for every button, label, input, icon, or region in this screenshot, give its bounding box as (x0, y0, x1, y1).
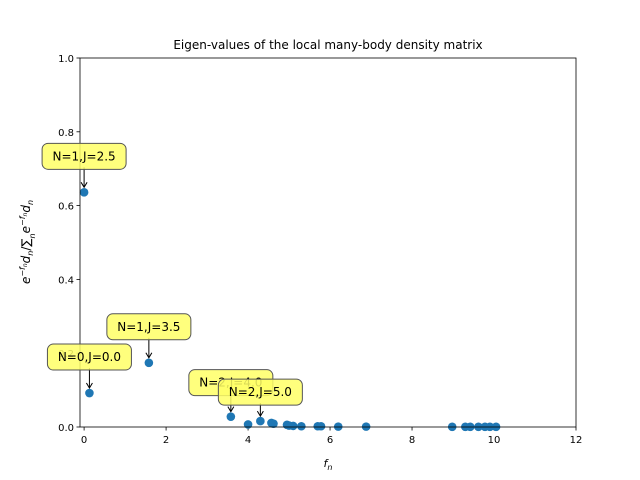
y-tick-label: 0.4 (58, 275, 74, 286)
annotation-box (46, 343, 132, 371)
x-tick-label: 10 (488, 435, 501, 446)
data-point (243, 420, 253, 429)
data-point (79, 188, 89, 197)
annotation: N=0,J=0.0 (46, 343, 132, 390)
x-tick-label: 0 (81, 435, 87, 446)
x-label-subscript: n (327, 463, 332, 472)
annotation-label: N=2,J=5.0 (229, 385, 292, 399)
annotation: N=1,J=2.5 (41, 142, 127, 189)
x-tick-label: 4 (245, 435, 251, 446)
x-axis-ticks: 0 2 4 6 8 10 12 (81, 427, 582, 446)
x-tick-label: 2 (163, 435, 169, 446)
plot-area-frame (79, 57, 577, 428)
data-point (288, 421, 298, 431)
data-point (85, 388, 94, 398)
y-tick-label: 1.0 (58, 54, 74, 65)
data-point (226, 412, 236, 421)
chart-title: Eigen-values of the local many-body dens… (173, 38, 482, 52)
data-point (316, 421, 326, 431)
y-tick-label: 0.0 (58, 423, 74, 434)
x-tick-label: 8 (409, 435, 415, 446)
annotation-box (217, 378, 303, 406)
annotation-arrow-head (227, 406, 235, 413)
annotation-arrow-head (145, 352, 153, 359)
annotation-arrow-head (256, 410, 264, 418)
data-point (144, 358, 154, 368)
annotation-label: N=1,J=3.5 (117, 320, 180, 334)
annotation-box (41, 142, 127, 170)
x-axis-label: fn (324, 457, 333, 472)
y-tick-label: 0.8 (58, 128, 74, 139)
annotation-box (106, 313, 192, 341)
y-tick-label: 0.6 (58, 202, 74, 213)
data-point (256, 416, 265, 426)
data-points (79, 188, 501, 432)
x-label-base: f (324, 457, 330, 470)
x-tick-label: 12 (570, 435, 583, 446)
annotation-label: N=0,J=0.0 (58, 350, 121, 364)
data-point (269, 419, 278, 428)
annotation: N=1,J=3.5 (106, 313, 192, 359)
annotation-label: N=1,J=2.5 (53, 149, 116, 163)
x-tick-label: 6 (327, 435, 333, 446)
annotations: N=1,J=2.5N=1,J=3.5N=0,J=0.0N=2,J=4.0N=2,… (41, 142, 303, 418)
data-point (297, 421, 306, 431)
annotation: N=2,J=5.0 (217, 378, 303, 418)
annotation-arrow-head (85, 382, 93, 390)
annotation-arrow-head (80, 182, 88, 189)
